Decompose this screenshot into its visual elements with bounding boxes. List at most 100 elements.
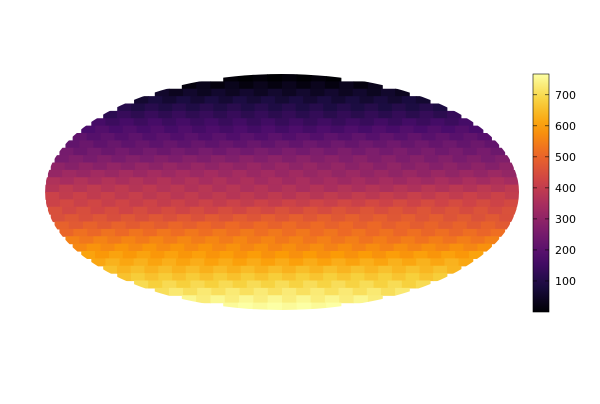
colorbar-tick-label: 700 (555, 89, 576, 102)
map-pixel (430, 206, 446, 215)
map-pixel (247, 236, 262, 245)
map-pixel (142, 192, 158, 200)
map-pixel (240, 265, 256, 274)
map-pixel (254, 177, 269, 186)
map-pixel (83, 221, 98, 230)
map-pixel (326, 302, 342, 310)
map-pixel (419, 103, 434, 112)
map-pixel (386, 236, 402, 245)
map-pixel (380, 287, 396, 296)
map-pixel (83, 155, 98, 164)
map-pixel (365, 228, 380, 237)
map-pixel (240, 177, 255, 186)
map-pixel (415, 214, 430, 223)
map-pixel (218, 118, 234, 127)
map-pixel (268, 184, 283, 193)
map-pixel (282, 228, 297, 237)
map-pixel (162, 162, 178, 171)
map-pixel (72, 243, 88, 252)
map-pixel (78, 162, 94, 171)
map-pixel (282, 273, 297, 282)
colorbar-gradient (532, 73, 550, 313)
map-pixel (114, 192, 130, 200)
map-pixel (476, 199, 491, 208)
map-pixel (435, 243, 451, 252)
map-pixel (385, 251, 401, 259)
map-pixel (260, 118, 276, 127)
map-pixel (324, 295, 340, 304)
map-pixel (445, 206, 460, 215)
map-pixel (302, 251, 318, 259)
map-pixel (428, 236, 444, 245)
map-pixel (435, 147, 450, 156)
map-pixel (267, 221, 283, 230)
map-pixel (261, 125, 276, 134)
map-pixel (260, 280, 276, 289)
map-pixel (274, 258, 290, 267)
map-pixel (240, 133, 255, 141)
map-pixel (225, 221, 240, 230)
map-pixel (226, 243, 241, 252)
map-pixel (331, 96, 346, 105)
map-pixel (175, 169, 191, 178)
map-pixel (170, 243, 185, 252)
map-pixel (274, 280, 290, 289)
map-pixel (240, 243, 255, 252)
map-pixel (191, 236, 206, 245)
map-pixel (218, 206, 233, 215)
map-pixel (156, 192, 172, 200)
map-pixel (345, 214, 360, 223)
map-pixel (156, 243, 171, 252)
map-pixel (197, 287, 212, 296)
map-pixel (282, 74, 298, 82)
map-pixel (46, 199, 61, 208)
map-pixel (274, 96, 290, 105)
map-pixel (289, 280, 304, 289)
map-pixel (421, 243, 437, 252)
colorbar-tick-label: 200 (555, 244, 576, 257)
map-pixel (114, 243, 130, 252)
map-pixel (239, 221, 255, 230)
map-pixel (400, 236, 416, 245)
map-pixel (198, 192, 213, 200)
map-pixel (476, 228, 492, 237)
map-pixel (59, 228, 74, 237)
map-pixel (47, 206, 63, 215)
map-pixel (477, 192, 492, 200)
map-pixel (240, 273, 256, 282)
map-pixel (444, 118, 460, 127)
map-pixel (413, 125, 428, 134)
map-pixel (442, 140, 458, 149)
map-pixel (401, 96, 417, 105)
map-pixel (365, 243, 381, 252)
map-pixel (226, 110, 242, 119)
map-pixel (108, 251, 124, 259)
map-pixel (218, 162, 234, 171)
map-pixel (158, 273, 173, 282)
map-pixel (92, 214, 108, 223)
map-pixel (184, 177, 200, 186)
map-pixel (401, 280, 417, 289)
map-pixel (323, 177, 339, 186)
map-pixel (274, 214, 290, 223)
map-pixel (385, 125, 401, 134)
map-pixel (303, 169, 319, 178)
map-pixel (359, 280, 375, 289)
map-pixel (421, 192, 436, 200)
map-pixel (466, 221, 482, 230)
map-pixel (203, 169, 219, 178)
map-pixel (130, 103, 146, 112)
map-pixel (72, 184, 88, 193)
map-pixel (115, 177, 130, 186)
map-pixel (295, 103, 311, 112)
map-pixel (288, 140, 304, 149)
map-pixel (462, 228, 478, 237)
map-pixel (345, 258, 361, 267)
map-pixel (106, 214, 122, 223)
map-pixel (212, 228, 227, 237)
map-pixel (205, 251, 221, 259)
map-pixel (477, 184, 492, 193)
map-pixel (134, 280, 149, 289)
map-pixel (407, 243, 423, 252)
